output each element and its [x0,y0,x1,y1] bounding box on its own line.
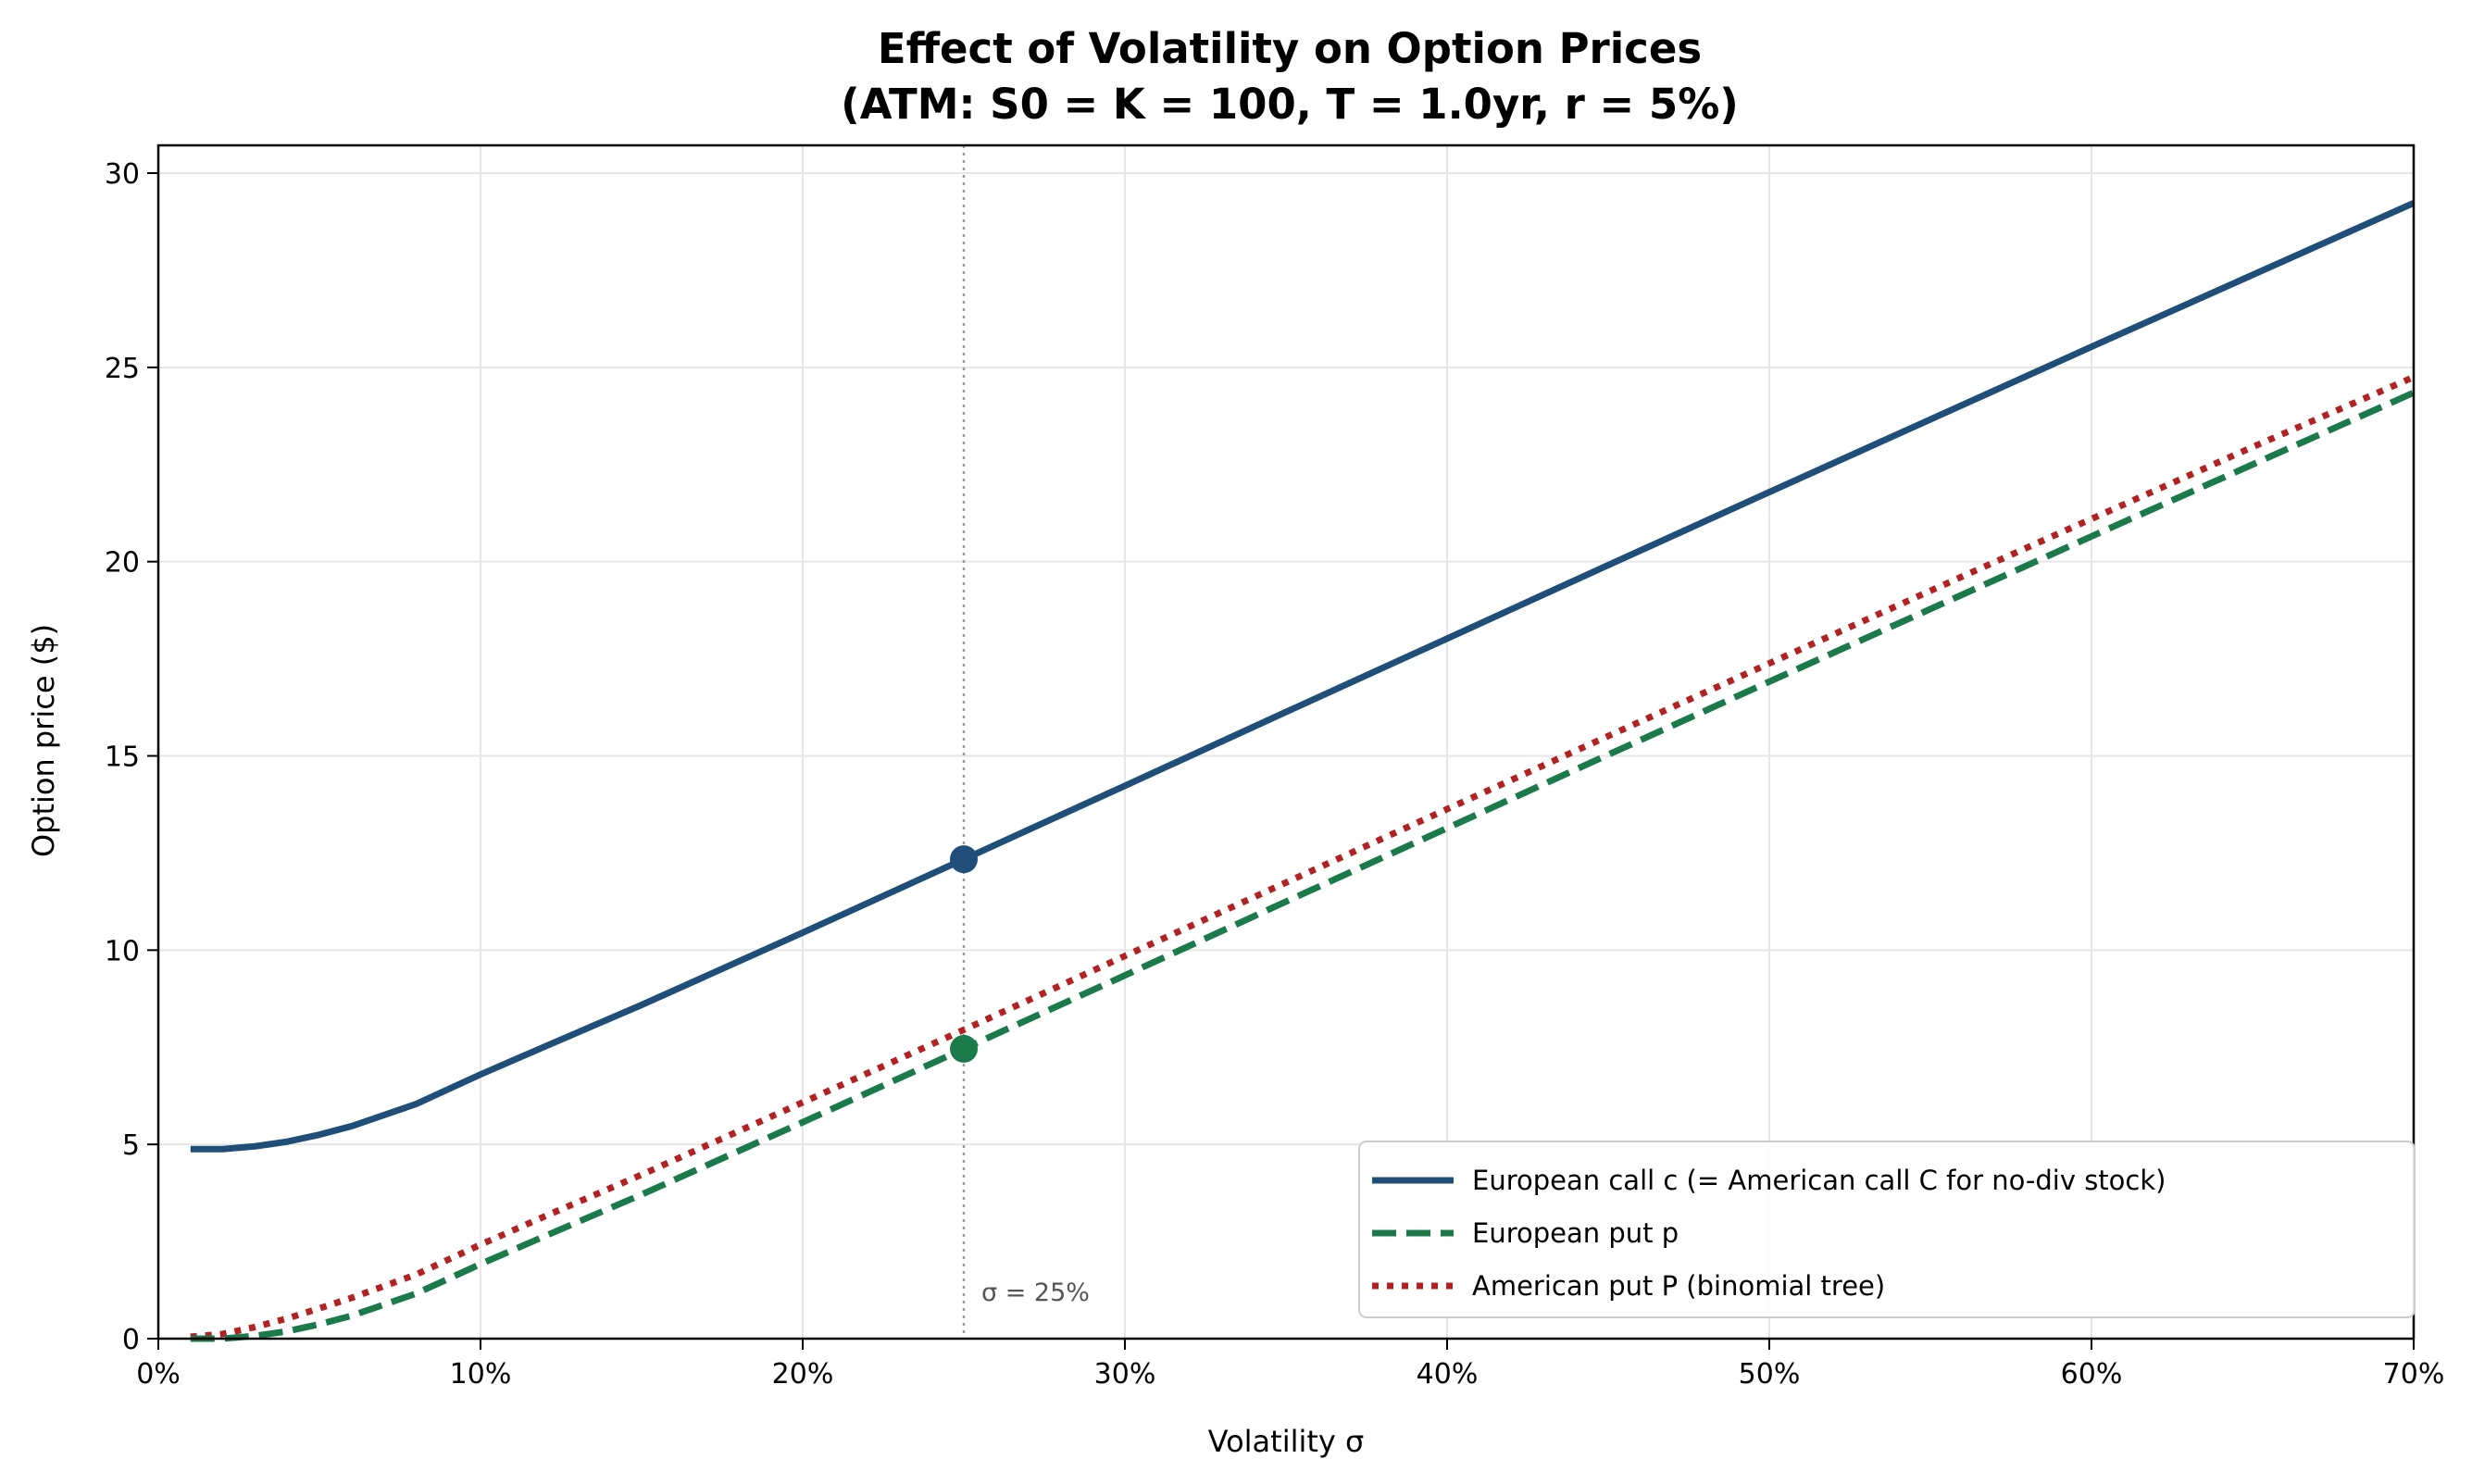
x-tick-label: 40% [1417,1358,1479,1390]
x-tick-label: 10% [450,1358,512,1390]
marker-0 [950,845,978,874]
chart-title: Effect of Volatility on Option Prices [878,24,1702,73]
y-tick-label: 5 [122,1129,140,1162]
y-tick-label: 30 [105,158,140,191]
y-tick-label: 0 [122,1324,140,1356]
legend-label-0: European call c (= American call C for n… [1472,1165,2166,1196]
series-group [190,145,2416,1342]
series-line-2 [190,374,2416,1341]
legend-label-1: European put p [1472,1217,1679,1249]
ticks: 0% 10% 20% 30% 40% 50% 60% 70% 0 5 10 15 20 25 30 [105,158,2445,1390]
x-tick-label: 30% [1094,1358,1156,1390]
y-tick-label: 10 [105,935,140,967]
x-tick-label: 70% [2383,1358,2445,1390]
series-line-1 [190,389,2416,1342]
series-line-0 [190,200,2416,1153]
marker-1 [950,1034,978,1063]
x-tick-label: 60% [2061,1358,2123,1390]
vline-annotation: σ = 25% [981,1278,1090,1307]
y-tick-label: 15 [105,742,140,774]
legend: European call c (= American call C for n… [1358,1141,2416,1318]
x-tick-label: 0% [136,1358,181,1390]
legend-label-2: American put P (binomial tree) [1472,1270,1885,1302]
y-tick-label: 25 [105,353,140,385]
x-tick-label: 50% [1739,1358,1801,1390]
plot-frame [156,143,2416,1341]
x-axis-label: Volatility σ [1208,1424,1365,1459]
chart-subtitle: (ATM: S0 = K = 100, T = 1.0yr, r = 5%) [841,80,1739,129]
x-tick-label: 20% [772,1358,834,1390]
y-axis-label: Option price ($) [26,624,61,857]
y-tick-label: 20 [105,547,140,580]
